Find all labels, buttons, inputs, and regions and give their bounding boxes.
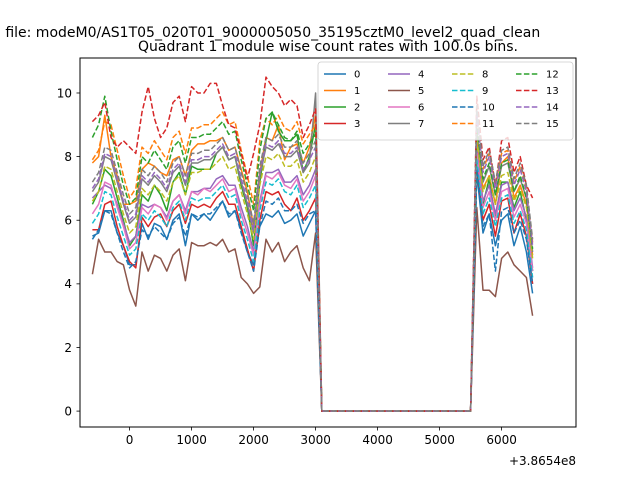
legend-label: 8 bbox=[482, 70, 488, 81]
legend-label: 10 bbox=[482, 103, 495, 114]
legend-label: 9 bbox=[482, 86, 488, 97]
axes-frame bbox=[79, 57, 577, 428]
x-tick-label: 0 bbox=[126, 433, 134, 447]
y-tick-label: 0 bbox=[64, 404, 72, 418]
legend-label: 6 bbox=[418, 103, 424, 114]
x-tick-label: 6000 bbox=[486, 433, 517, 447]
legend-label: 13 bbox=[546, 86, 559, 97]
y-tick-label: 2 bbox=[64, 341, 72, 355]
x-tick-label: 2000 bbox=[238, 433, 269, 447]
legend-label: 5 bbox=[418, 86, 424, 97]
x-tick-label: 3000 bbox=[300, 433, 331, 447]
y-axis: 0 2 4 6 8 10 bbox=[57, 86, 80, 418]
x-axis: 0 1000 2000 3000 4000 5000 6000 bbox=[126, 427, 517, 447]
y-tick-label: 6 bbox=[64, 214, 72, 228]
chart-title: Quadrant 1 module wise count rates with … bbox=[138, 39, 518, 55]
legend-label: 0 bbox=[354, 70, 360, 81]
legend-label: 15 bbox=[546, 119, 559, 130]
x-offset-label: +3.8654e8 bbox=[509, 454, 576, 468]
figure-suptitle: n file: modeM0/AS1T05_020T01_9000005050_… bbox=[0, 25, 540, 41]
legend-label: 11 bbox=[482, 119, 495, 130]
legend-frame bbox=[317, 61, 574, 141]
series-line-12 bbox=[91, 95, 534, 412]
y-tick-label: 10 bbox=[57, 86, 72, 100]
legend-label: 1 bbox=[354, 86, 360, 97]
x-tick-label: 5000 bbox=[424, 433, 455, 447]
legend-label: 3 bbox=[354, 119, 360, 130]
y-tick-label: 4 bbox=[64, 277, 72, 291]
legend-label: 7 bbox=[418, 119, 424, 130]
y-tick-label: 8 bbox=[64, 150, 72, 164]
legend-label: 14 bbox=[546, 103, 559, 114]
series-line-8 bbox=[91, 136, 534, 412]
legend-label: 4 bbox=[418, 70, 424, 81]
series-line-13 bbox=[91, 76, 534, 412]
series-lines bbox=[91, 76, 534, 412]
x-tick-label: 4000 bbox=[362, 433, 393, 447]
series-line-15 bbox=[91, 104, 534, 412]
legend-label: 2 bbox=[354, 103, 360, 114]
legend-label: 12 bbox=[546, 70, 559, 81]
x-tick-label: 1000 bbox=[176, 433, 207, 447]
